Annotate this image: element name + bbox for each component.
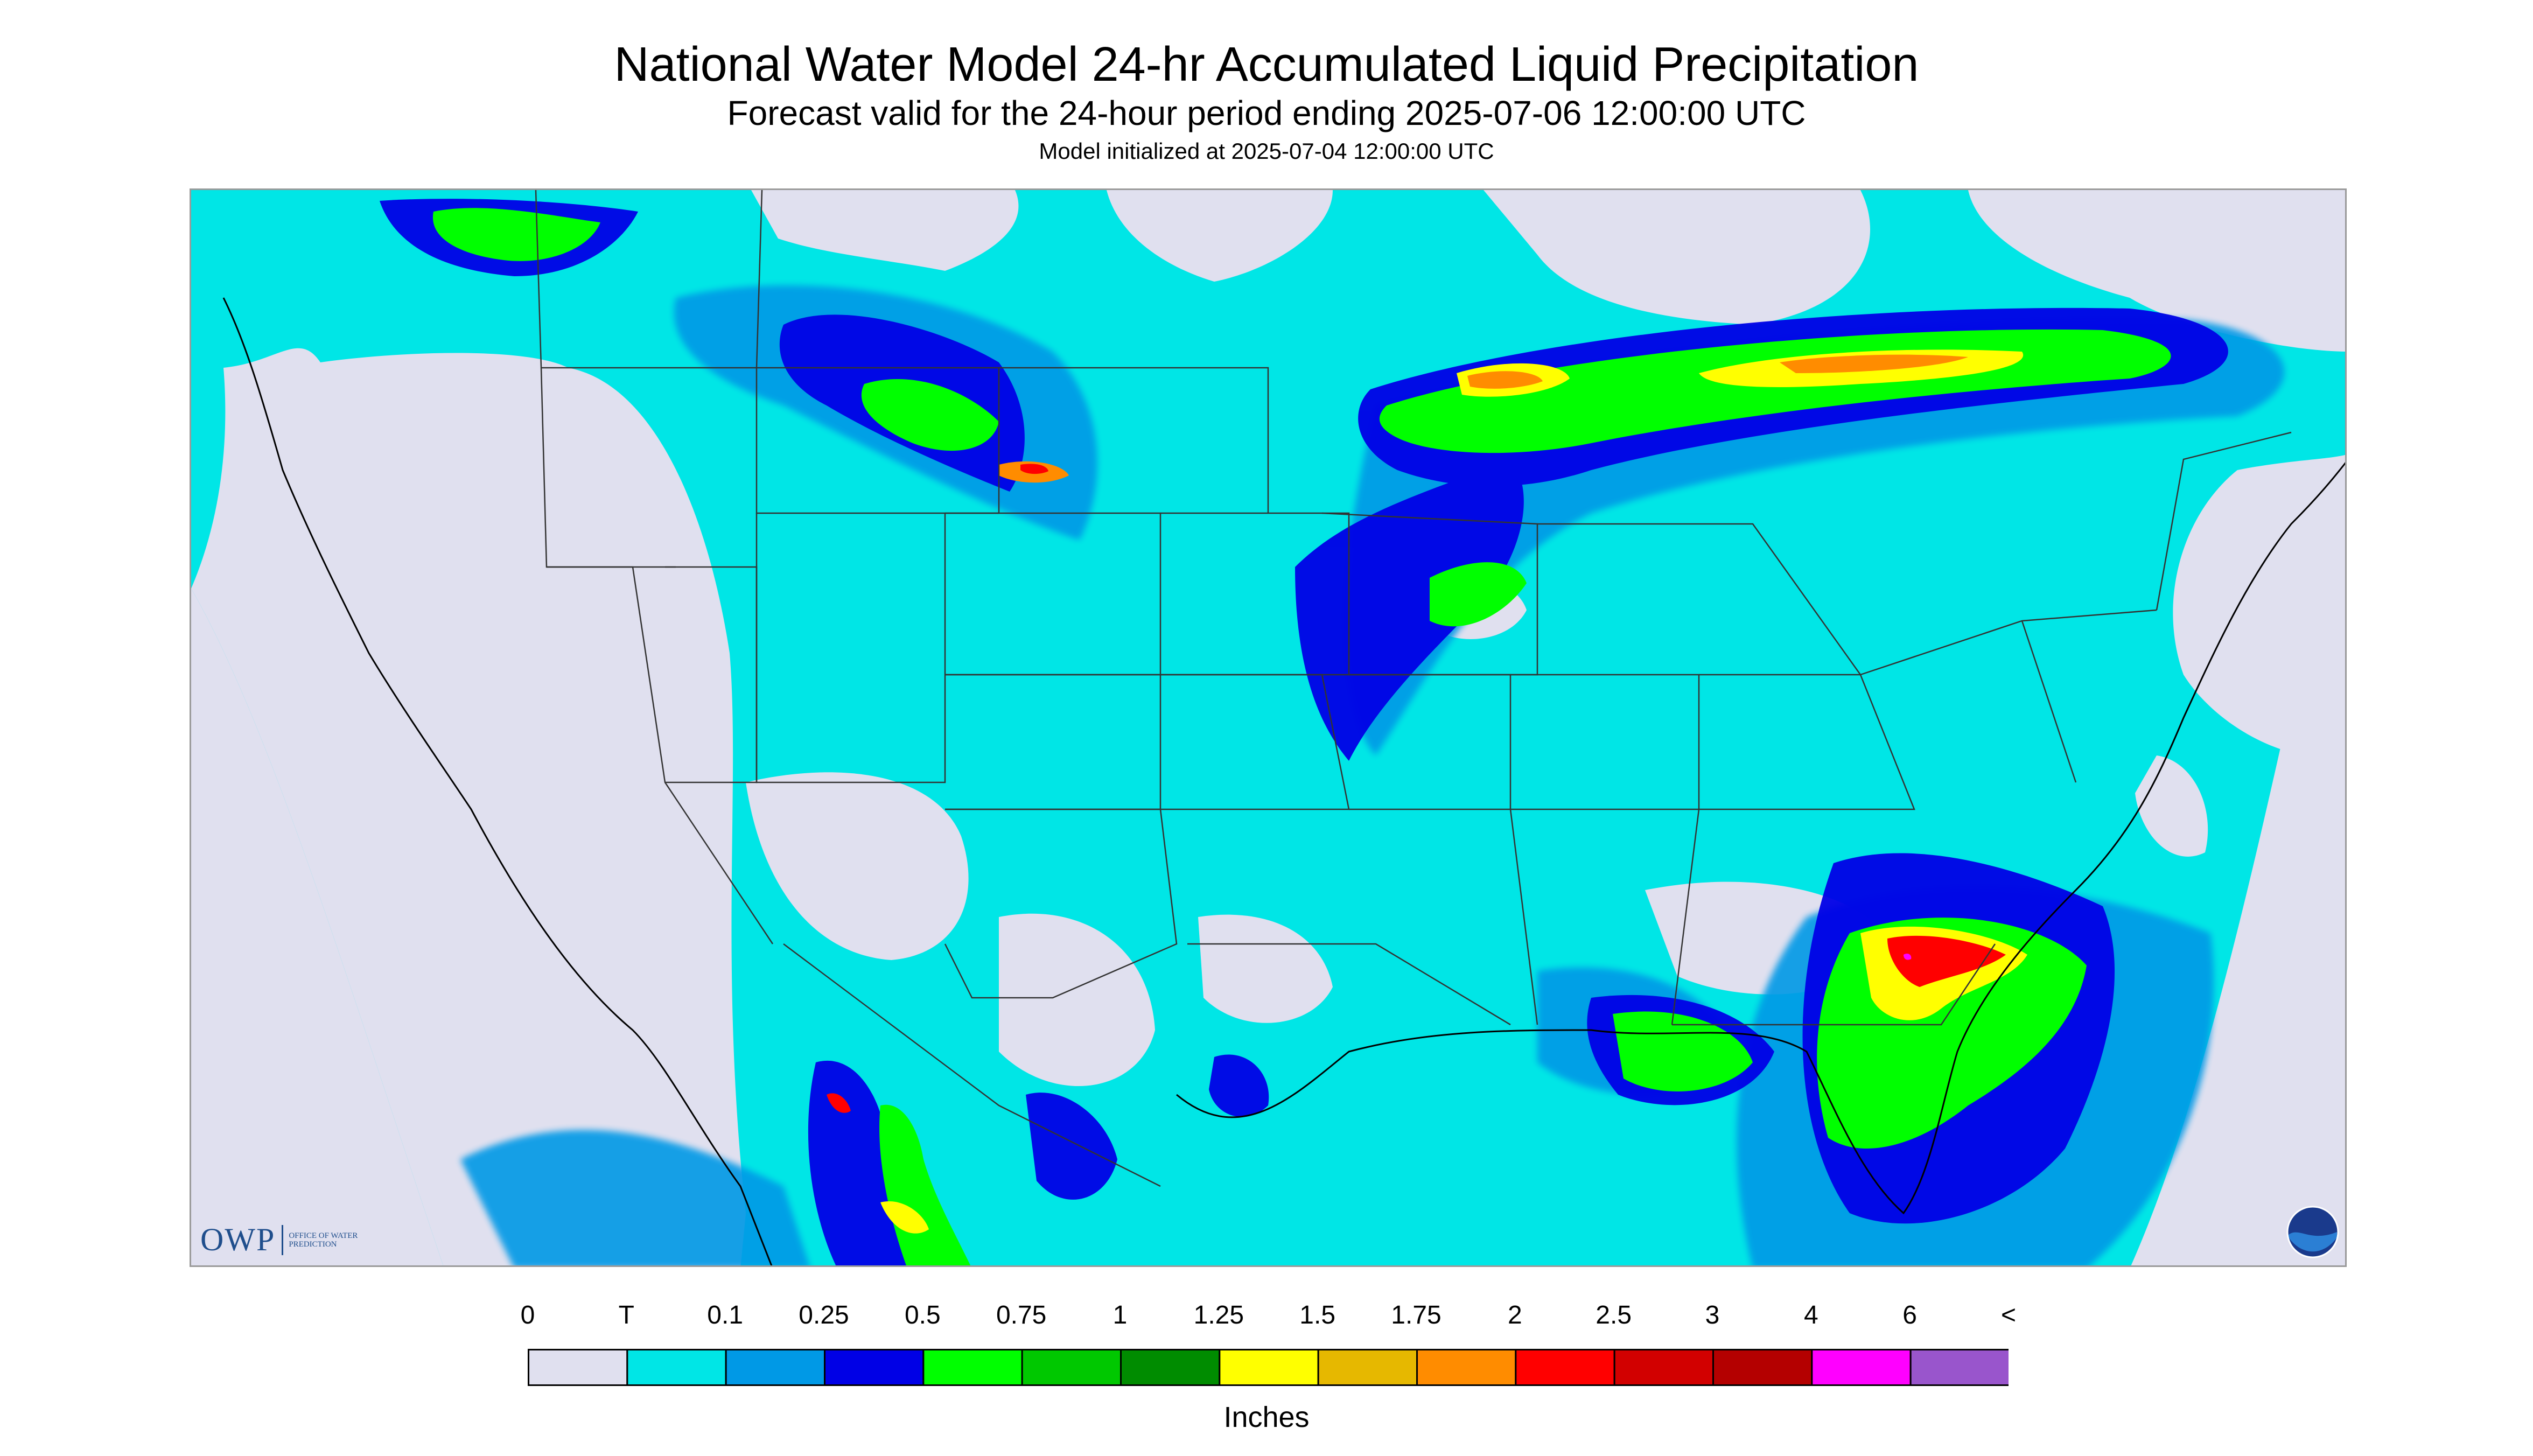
legend-swatch	[922, 1349, 1023, 1386]
precip-field	[191, 190, 2345, 1265]
legend-swatch	[1712, 1349, 1813, 1386]
legend-tick-label: 2	[1507, 1301, 1522, 1329]
legend-tick-label: 1.25	[1193, 1301, 1244, 1329]
legend-swatch	[1515, 1349, 1615, 1386]
legend-swatch	[1416, 1349, 1517, 1386]
legend-swatch	[626, 1349, 727, 1386]
owp-text: Office of Water Prediction	[289, 1231, 358, 1249]
dry-areas	[191, 190, 2345, 1265]
legend-swatch	[1909, 1349, 2009, 1386]
legend-swatch	[1317, 1349, 1418, 1386]
map-title: National Water Model 24-hr Accumulated L…	[614, 38, 1919, 92]
forecast-valid-subtitle: Forecast valid for the 24-hour period en…	[727, 94, 1806, 132]
legend-tick-label: 2.5	[1596, 1301, 1632, 1329]
legend-swatch	[1021, 1349, 1122, 1386]
color-legend	[528, 1349, 2009, 1386]
legend-units: Inches	[1223, 1401, 1310, 1433]
legend-tick-label: 1	[1112, 1301, 1128, 1329]
legend-swatch	[725, 1349, 825, 1386]
owp-logo: OWP Office of Water Prediction	[200, 1221, 364, 1258]
legend-swatch	[824, 1349, 925, 1386]
legend-tick-label: 0	[520, 1301, 535, 1329]
legend-tick-label: 1.5	[1299, 1301, 1336, 1329]
precipitation-map	[190, 188, 2347, 1267]
state-boundaries	[535, 190, 2292, 1187]
legend-tick-label: 4	[1803, 1301, 1818, 1329]
noaa-logo-icon	[2286, 1206, 2339, 1258]
legend-tick-label: 0.1	[707, 1301, 744, 1329]
legend-tick-label: 3	[1705, 1301, 1720, 1329]
legend-tick-label: T	[618, 1301, 634, 1329]
legend-tick-label: <	[2000, 1301, 2017, 1329]
owp-mark: OWP	[200, 1222, 276, 1257]
heavy-cores	[827, 349, 2027, 1234]
legend-tick-label: 6	[1902, 1301, 1918, 1329]
legend-swatch	[528, 1349, 628, 1386]
legend-swatch	[1613, 1349, 1714, 1386]
legend-tick-label: 1.75	[1391, 1301, 1442, 1329]
coastlines	[222, 297, 2345, 1265]
legend-tick-label: 0.25	[799, 1301, 849, 1329]
legend-swatch	[1120, 1349, 1221, 1386]
legend-swatch	[1811, 1349, 1912, 1386]
legend-tick-label: 0.5	[904, 1301, 941, 1329]
legend-tick-label: 0.75	[996, 1301, 1047, 1329]
model-init-caption: Model initialized at 2025-07-04 12:00:00…	[1039, 138, 1494, 164]
legend-swatch	[1219, 1349, 1319, 1386]
owp-separator	[282, 1224, 284, 1255]
